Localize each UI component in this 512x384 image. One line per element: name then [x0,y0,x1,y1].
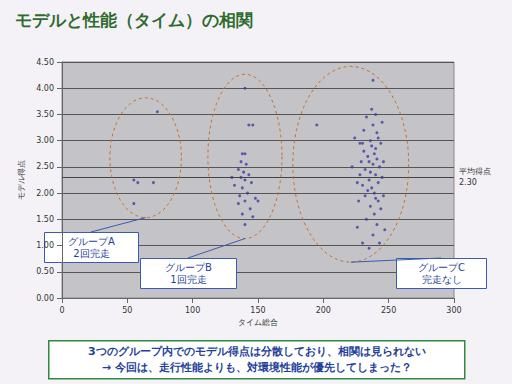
svg-text:平均得点: 平均得点 [459,167,491,176]
svg-text:0: 0 [59,306,64,315]
svg-text:300: 300 [446,306,461,315]
svg-text:3.50: 3.50 [36,110,54,119]
svg-text:グループA: グループA [68,236,115,247]
svg-text:グループC: グループC [418,262,465,273]
svg-text:2.30: 2.30 [459,178,477,187]
svg-text:完走なし: 完走なし [422,274,462,285]
svg-text:2.50: 2.50 [36,162,54,171]
svg-text:1.00: 1.00 [36,241,54,250]
svg-text:200: 200 [316,306,331,315]
svg-text:1回完走: 1回完走 [170,274,206,285]
svg-text:1.50: 1.50 [36,215,54,224]
svg-text:2.00: 2.00 [36,189,54,198]
svg-text:3つのグループ内でのモデル得点は分散しており、相関は見られな: 3つのグループ内でのモデル得点は分散しており、相関は見られない [88,345,426,358]
svg-text:モデルと性能（タイム）の相関: モデルと性能（タイム）の相関 [15,10,253,30]
svg-text:→ 今回は、走行性能よりも、対環境性能が優先してしまった？: → 今回は、走行性能よりも、対環境性能が優先してしまった？ [102,361,412,374]
svg-text:4.00: 4.00 [36,84,54,93]
svg-text:0.50: 0.50 [36,267,54,276]
svg-text:グループB: グループB [165,262,212,273]
svg-text:モデル得点: モデル得点 [17,160,26,200]
svg-text:0.00: 0.00 [36,294,54,303]
svg-text:2回完走: 2回完走 [73,248,109,259]
svg-text:4.50: 4.50 [36,58,54,67]
svg-text:250: 250 [381,306,396,315]
svg-text:3.00: 3.00 [36,136,54,145]
svg-text:150: 150 [250,306,265,315]
svg-text:50: 50 [122,306,132,315]
svg-text:タイム総合: タイム総合 [238,318,278,327]
svg-text:100: 100 [185,306,200,315]
